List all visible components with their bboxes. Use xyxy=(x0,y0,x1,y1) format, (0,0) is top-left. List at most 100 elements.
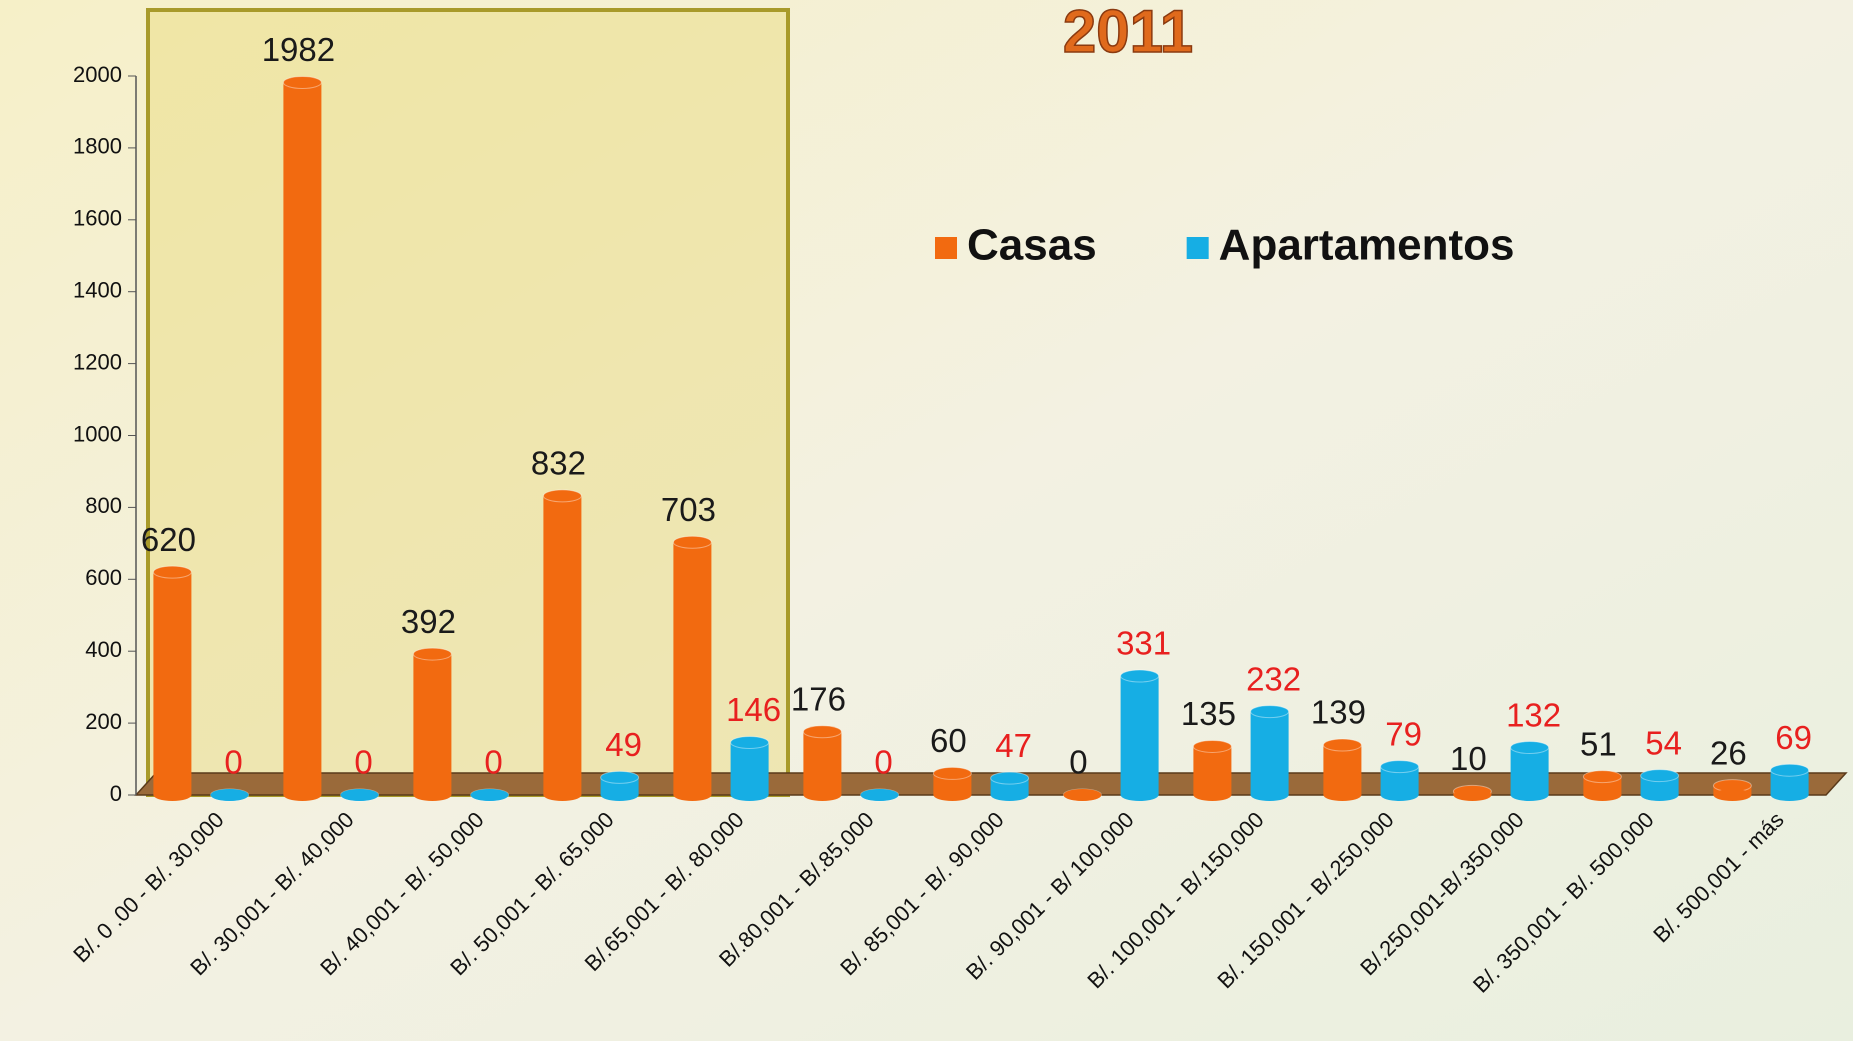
bar xyxy=(413,654,451,795)
y-tick-label: 1400 xyxy=(73,278,122,303)
value-label: 0 xyxy=(484,744,502,781)
bar-base xyxy=(1713,789,1751,801)
value-label: 0 xyxy=(354,744,372,781)
y-tick-label: 200 xyxy=(85,709,122,734)
value-label: 331 xyxy=(1116,625,1171,662)
value-label: 47 xyxy=(995,727,1032,764)
bar xyxy=(1511,748,1549,795)
bar-base xyxy=(1121,789,1159,801)
bar xyxy=(1121,676,1159,795)
bar-top xyxy=(1251,706,1289,718)
bar-base xyxy=(211,789,249,801)
value-label: 0 xyxy=(874,744,892,781)
bar-base xyxy=(731,789,769,801)
bar-base xyxy=(1511,789,1549,801)
bar xyxy=(283,82,321,795)
bar-top xyxy=(673,536,711,548)
bar xyxy=(1323,745,1361,795)
chart: 2011 CasasApartamentos 02004006008001000… xyxy=(0,0,1853,1041)
bar-top xyxy=(1641,770,1679,782)
value-label: 0 xyxy=(224,744,242,781)
bar-base xyxy=(1381,789,1419,801)
y-tick-label: 1200 xyxy=(73,349,122,374)
legend-label: Apartamentos xyxy=(1219,221,1515,270)
legend-swatch xyxy=(1187,237,1209,259)
legend-swatch xyxy=(935,237,957,259)
bar-base xyxy=(991,789,1029,801)
value-label: 176 xyxy=(791,680,846,717)
bar-top xyxy=(1511,742,1549,754)
bar-base xyxy=(543,789,581,801)
y-tick-label: 0 xyxy=(110,781,122,806)
bar xyxy=(673,542,711,795)
bar-top xyxy=(543,490,581,502)
bar-base xyxy=(933,789,971,801)
y-tick-label: 1800 xyxy=(73,134,122,159)
bar-base xyxy=(341,789,379,801)
bar-top xyxy=(1381,761,1419,773)
bar-base xyxy=(803,789,841,801)
bar-top xyxy=(601,771,639,783)
bar-base xyxy=(1193,789,1231,801)
bar-top xyxy=(283,76,321,88)
bar-base xyxy=(861,789,899,801)
bar-top xyxy=(153,566,191,578)
value-label: 135 xyxy=(1181,695,1236,732)
bar-base xyxy=(283,789,321,801)
bar-base xyxy=(1323,789,1361,801)
page: {"chart_data": {"type": "bar", "title": … xyxy=(0,0,1853,1041)
value-label: 26 xyxy=(1710,734,1747,771)
value-label: 54 xyxy=(1645,724,1682,761)
bar xyxy=(731,743,769,795)
bar-base xyxy=(1063,789,1101,801)
bar-base xyxy=(1251,789,1289,801)
bar-base xyxy=(673,789,711,801)
bar-base xyxy=(471,789,509,801)
chart-title: 2011 xyxy=(1063,0,1193,65)
bar-top xyxy=(1583,771,1621,783)
legend-label: Casas xyxy=(967,221,1097,270)
value-label: 139 xyxy=(1311,694,1366,731)
bar-top xyxy=(803,726,841,738)
bar-base xyxy=(1453,789,1491,801)
y-tick-label: 800 xyxy=(85,493,122,518)
value-label: 132 xyxy=(1506,696,1561,733)
value-label: 392 xyxy=(401,603,456,640)
bar-top xyxy=(1193,740,1231,752)
bar-top xyxy=(413,648,451,660)
bar-base xyxy=(1771,789,1809,801)
bar-top xyxy=(991,772,1029,784)
y-tick-label: 2000 xyxy=(73,62,122,87)
bar-base xyxy=(1583,789,1621,801)
y-tick-label: 1600 xyxy=(73,206,122,231)
value-label: 620 xyxy=(141,521,196,558)
bar-base xyxy=(601,789,639,801)
bar xyxy=(803,732,841,795)
value-label: 60 xyxy=(930,722,967,759)
bar-base xyxy=(1641,789,1679,801)
y-tick-label: 600 xyxy=(85,565,122,590)
value-label: 146 xyxy=(726,691,781,728)
bar xyxy=(1251,712,1289,795)
bar-top xyxy=(731,737,769,749)
bar-top xyxy=(1771,764,1809,776)
value-label: 232 xyxy=(1246,660,1301,697)
bar-top xyxy=(1121,670,1159,682)
value-label: 1982 xyxy=(262,31,335,68)
bar xyxy=(153,572,191,795)
bar xyxy=(543,496,581,795)
value-label: 51 xyxy=(1580,725,1617,762)
value-label: 703 xyxy=(661,491,716,528)
bar-top xyxy=(933,767,971,779)
bar-base xyxy=(413,789,451,801)
value-label: 49 xyxy=(605,726,642,763)
bar-base xyxy=(153,789,191,801)
legend: Casas Apartamentos xyxy=(935,221,1515,270)
y-tick-label: 400 xyxy=(85,637,122,662)
value-label: 832 xyxy=(531,445,586,482)
value-label: 79 xyxy=(1385,715,1422,752)
bar-top xyxy=(1323,739,1361,751)
value-label: 69 xyxy=(1775,719,1812,756)
value-label: 10 xyxy=(1450,740,1487,777)
y-tick-label: 1000 xyxy=(73,421,122,446)
